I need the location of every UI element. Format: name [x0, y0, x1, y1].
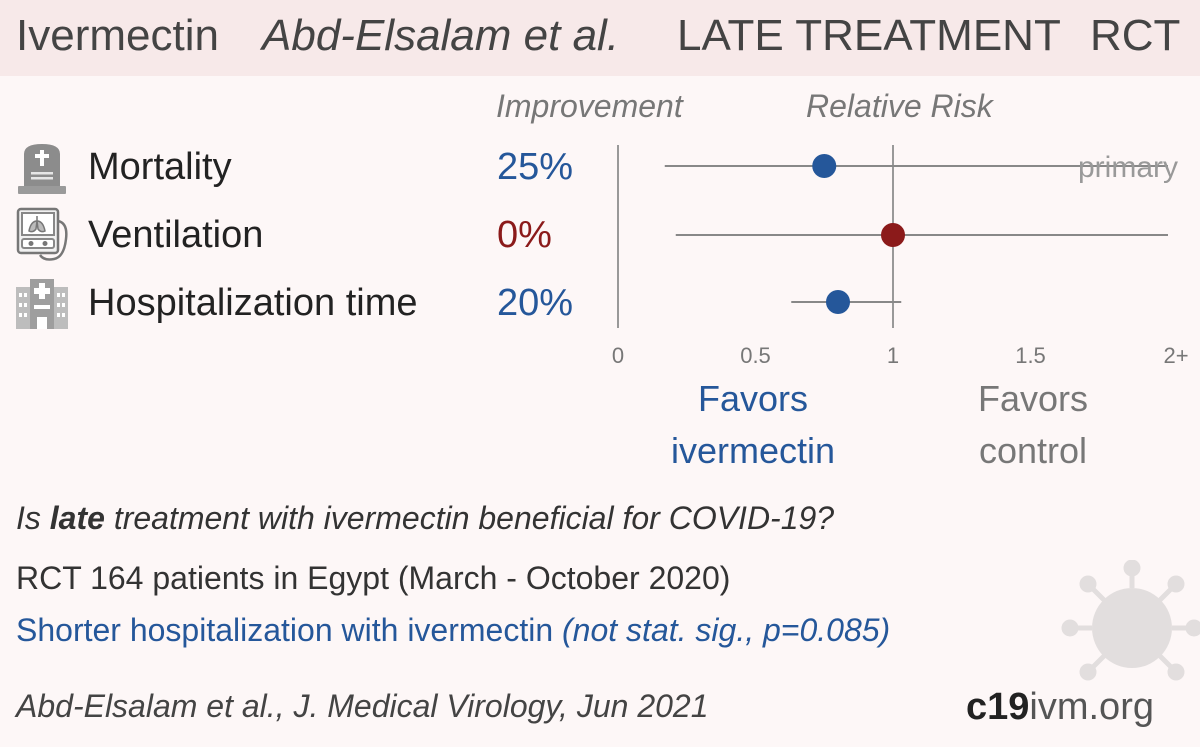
virus-icon	[1061, 560, 1200, 681]
favors-ctl-line1: Favors	[977, 378, 1089, 419]
favors-ivm-line2: ivermectin	[670, 430, 836, 471]
question-pre: Is	[16, 500, 50, 536]
x-tick-label: 1	[887, 343, 899, 368]
improvement-ventilation: 0%	[497, 214, 552, 256]
hospital-icon	[16, 279, 68, 329]
x-tick-label: 0.5	[740, 343, 771, 368]
favors-ivermectin-label: Favors ivermectin	[633, 373, 873, 477]
outcome-ventilation: Ventilation	[88, 214, 264, 256]
title-banner: Ivermectin Abd-Elsalam et al. LATE TREAT…	[0, 0, 1200, 76]
treatment-stage: LATE TREATMENT	[677, 11, 1061, 60]
tombstone-icon	[18, 144, 66, 194]
point-ventilation	[881, 223, 905, 247]
question-bold: late	[49, 500, 105, 536]
primary-tag: primary	[1078, 151, 1178, 184]
improvement-mortality: 25%	[497, 146, 574, 188]
point-hospitalization-time	[826, 290, 850, 314]
study-design: RCT	[1090, 11, 1181, 60]
x-tick-label: 2+	[1163, 343, 1188, 368]
drug-name: Ivermectin	[16, 11, 219, 60]
logo-bold: c19	[966, 686, 1030, 728]
forest-plot: primary 0 0.5 1 1.5 2+	[612, 145, 1189, 368]
improvement-hospitalization: 20%	[497, 282, 574, 324]
outcome-hospitalization: Hospitalization time	[88, 282, 418, 324]
citation: Abd-Elsalam et al., J. Medical Virology,…	[16, 688, 709, 724]
conclusion-text: Shorter hospitalization with ivermectin …	[16, 612, 890, 649]
favors-ivm-line1: Favors	[697, 378, 809, 419]
site-logo[interactable]: c19ivm.org	[966, 686, 1154, 729]
point-mortality	[812, 154, 837, 178]
relative-risk-header: Relative Risk	[806, 88, 993, 124]
question-text: Is late treatment with ivermectin benefi…	[16, 500, 834, 537]
favors-control-label: Favors control	[913, 373, 1153, 477]
question-post: treatment with ivermectin beneficial for…	[104, 500, 835, 536]
outcome-mortality: Mortality	[88, 146, 232, 188]
logo-rest: ivm.org	[1029, 686, 1154, 728]
improvement-header: Improvement	[496, 88, 683, 124]
study-description: RCT 164 patients in Egypt (March - Octob…	[16, 560, 731, 596]
x-tick-label: 0	[612, 343, 624, 368]
conclusion-note: (not stat. sig., p=0.085)	[562, 612, 891, 648]
x-tick-label: 1.5	[1015, 343, 1046, 368]
study-name: Abd-Elsalam et al.	[262, 11, 620, 60]
favors-ctl-line2: control	[978, 430, 1088, 471]
ventilator-icon	[16, 207, 68, 261]
conclusion-main: Shorter hospitalization with ivermectin	[16, 612, 563, 648]
